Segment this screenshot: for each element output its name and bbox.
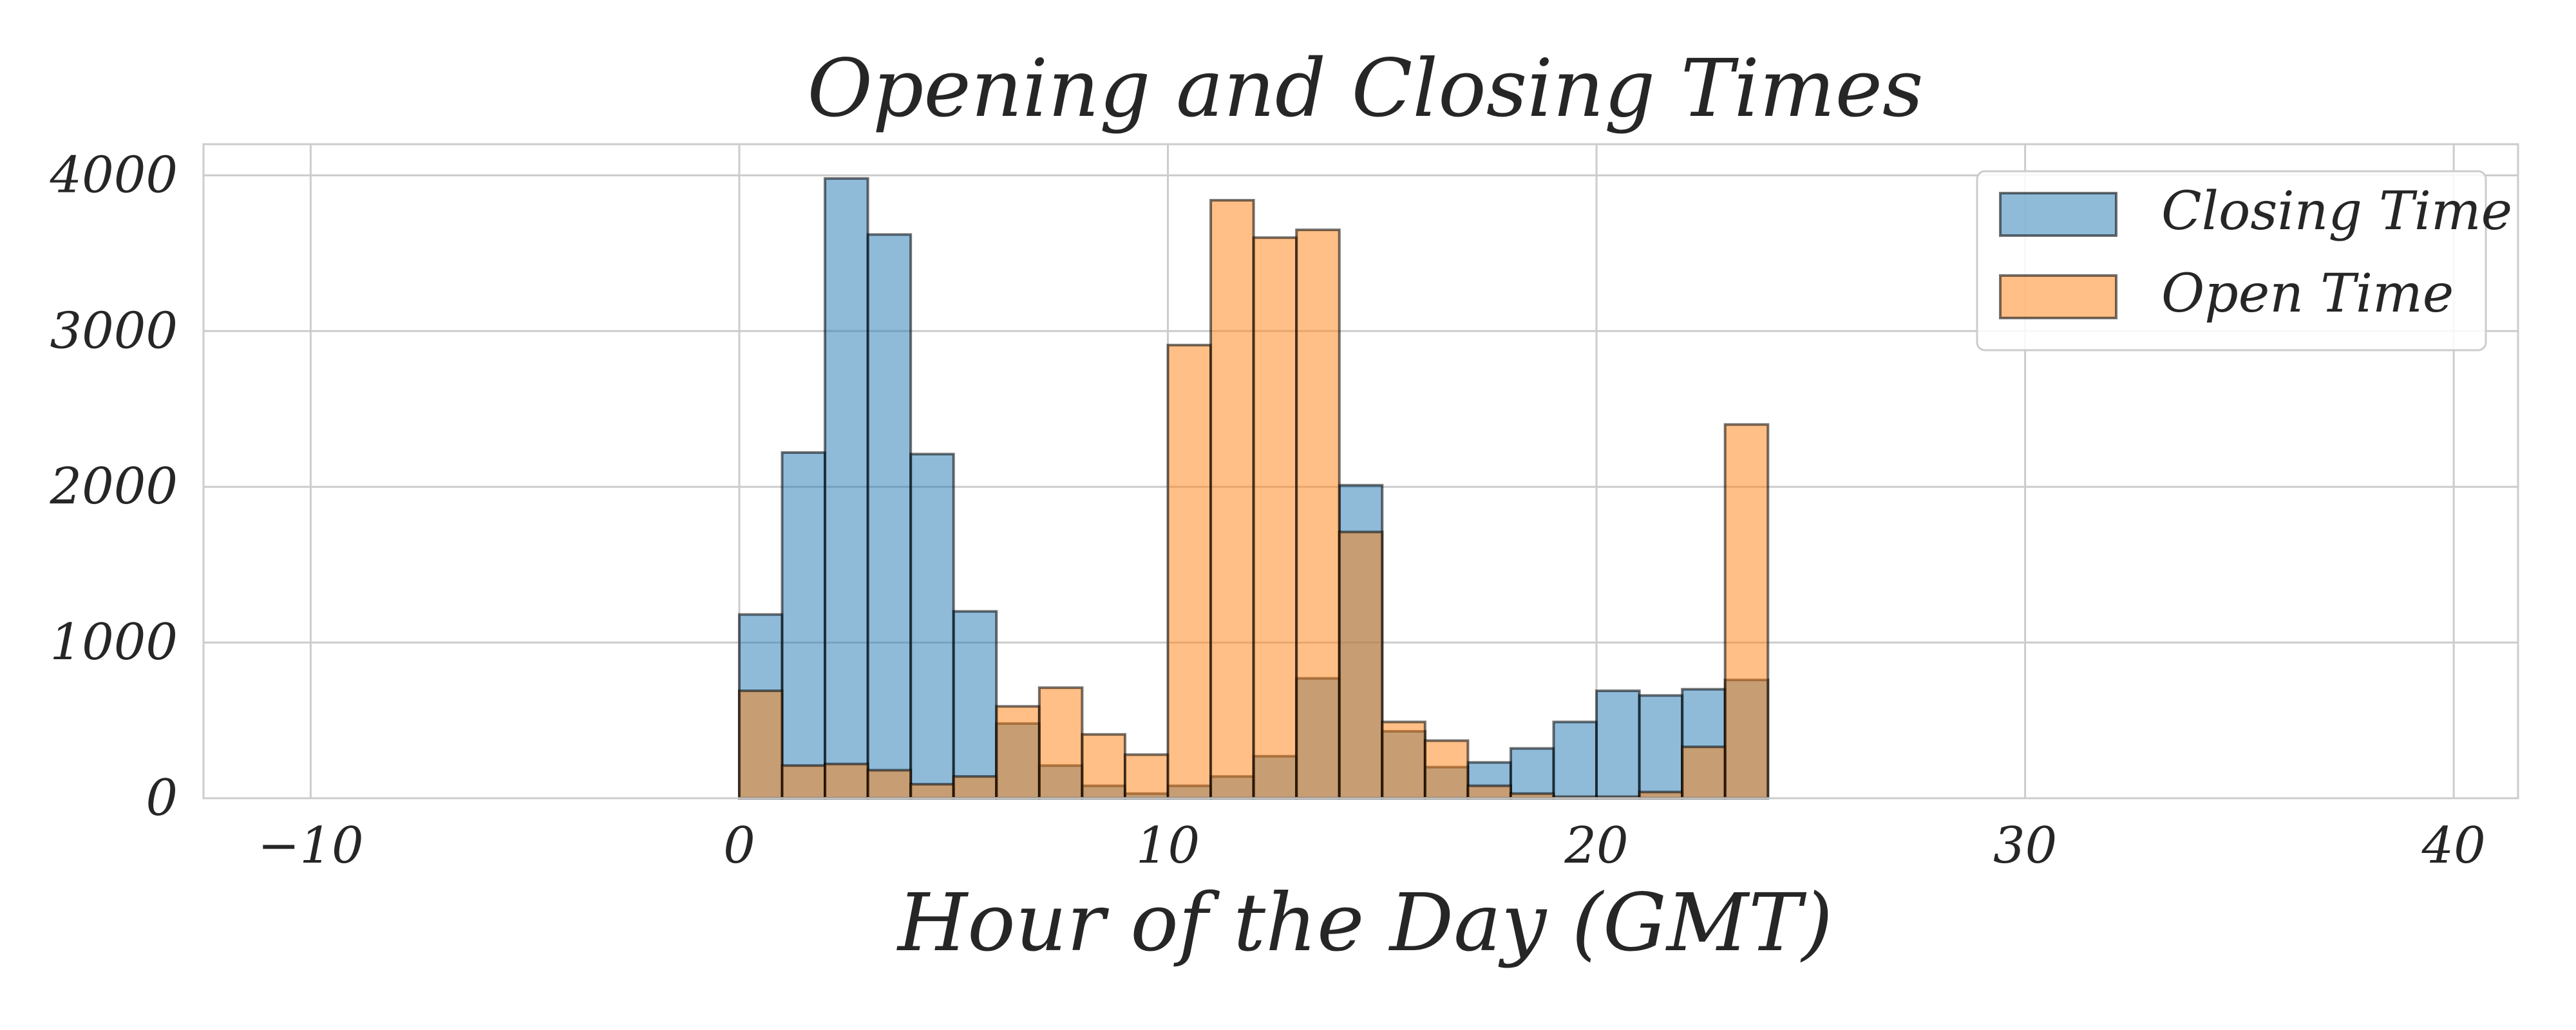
bar-open-time	[995, 705, 1041, 800]
y-tick-label: 2000	[49, 458, 178, 516]
x-tick-label: 20	[1564, 817, 1628, 875]
bar-closing-time	[1509, 747, 1555, 800]
x-tick-label: −10	[258, 817, 364, 875]
bar-open-time	[952, 775, 998, 800]
bar-closing-time	[952, 610, 998, 800]
legend-label: Open Time	[2161, 263, 2454, 324]
bar-open-time	[1381, 720, 1426, 800]
bar-open-time	[1295, 229, 1341, 800]
bar-open-time	[1166, 344, 1213, 800]
x-tick-label: 10	[1136, 817, 1200, 875]
bar-open-time	[1681, 745, 1727, 800]
bar-open-time	[781, 764, 827, 800]
histogram-bars	[737, 177, 1770, 800]
bar-open-time	[1209, 199, 1255, 800]
x-tick-label: 0	[723, 817, 755, 875]
bar-open-time	[737, 689, 784, 800]
bar-open-time	[1037, 686, 1084, 800]
y-tick-label: 1000	[50, 613, 178, 671]
bar-closing-time	[824, 177, 869, 800]
bar-open-time	[1123, 753, 1170, 800]
bar-closing-time	[909, 453, 955, 800]
bar-open-time	[866, 769, 913, 800]
bar-closing-time	[1638, 694, 1684, 800]
y-tick-label: 4000	[49, 146, 178, 204]
bar-open-time	[1338, 530, 1384, 800]
legend-swatch	[1999, 192, 2117, 237]
bar-closing-time	[781, 451, 827, 800]
bar-closing-time	[1552, 720, 1598, 800]
legend-label: Closing Time	[2161, 181, 2512, 242]
bar-open-time	[1723, 423, 1770, 800]
bar-open-time	[1466, 784, 1512, 800]
x-axis-label: Hour of the Day (GMT)	[896, 877, 1833, 969]
bar-open-time	[1081, 733, 1126, 800]
bar-open-time	[909, 783, 955, 800]
chart-title: Opening and Closing Times	[807, 42, 1923, 135]
y-tick-label: 3000	[50, 302, 178, 360]
bar-closing-time	[866, 233, 913, 800]
bar-open-time	[1252, 236, 1298, 800]
legend: Closing Time Open Time	[1976, 170, 2512, 351]
x-tick-label: 30	[1993, 817, 2057, 875]
bar-open-time	[824, 762, 869, 800]
bar-open-time	[1423, 739, 1470, 800]
tick-labels: −10 0 10 20 30 40 0 1000 2000 3000 4000	[49, 146, 2485, 875]
plot-frame	[202, 143, 2519, 800]
legend-swatch	[1999, 274, 2117, 319]
y-tick-label: 0	[146, 769, 178, 827]
bar-closing-time	[1595, 689, 1641, 800]
x-tick-label: 40	[2421, 817, 2486, 875]
